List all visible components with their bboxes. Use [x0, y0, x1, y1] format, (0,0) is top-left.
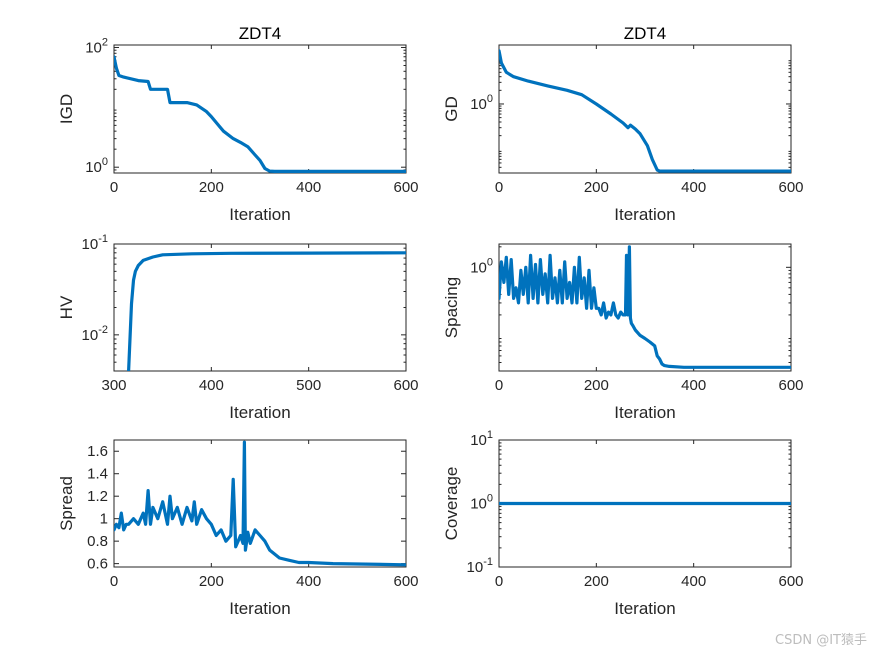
y-tick-label: 10-1 [82, 233, 108, 253]
x-tick-label: 400 [199, 377, 224, 394]
x-tick-label: 600 [393, 179, 418, 196]
y-tick-label: 100 [470, 493, 493, 513]
x-tick-label: 500 [296, 377, 321, 394]
x-axis-label: Iteration [229, 205, 290, 224]
y-axis-label: HV [57, 295, 76, 319]
chart-title: ZDT4 [624, 24, 667, 43]
y-tick-label: 1.6 [87, 443, 108, 460]
y-axis-label: Spread [57, 476, 76, 531]
spread-series-line [114, 440, 406, 567]
x-tick-label: 600 [778, 573, 803, 590]
igd-series-line [114, 55, 406, 173]
x-tick-label: 200 [584, 377, 609, 394]
y-axis-label: Coverage [442, 467, 461, 541]
spread-axes: 0 200 400 600 0.6 0.8 1 1.2 1.4 1.6 Iteration Sprea… [57, 439, 419, 618]
coverage-axes: 0 200 400 600 10-1 100 101 Iteration Coverage [442, 429, 804, 618]
y-axis-label: Spacing [442, 277, 461, 338]
x-tick-label: 300 [101, 377, 126, 394]
x-tick-label: 400 [681, 179, 706, 196]
y-axis-label: IGD [57, 94, 76, 124]
y-tick-label: 102 [85, 36, 108, 56]
y-tick-label: 100 [470, 93, 493, 113]
y-tick-label: 101 [470, 429, 493, 449]
x-tick-label: 600 [393, 377, 418, 394]
spacing-axes: 0 200 400 600 100 Iteration Spacing [442, 243, 804, 422]
gd-axes: 0 200 400 600 100 Iteration GD ZDT4 [442, 24, 804, 224]
y-tick-label: 10-2 [82, 324, 108, 344]
chart-title: ZDT4 [239, 24, 282, 43]
x-tick-label: 200 [584, 573, 609, 590]
y-tick-label: 0.8 [87, 533, 108, 550]
y-tick-label: 100 [85, 156, 108, 176]
y-tick-label: 100 [470, 256, 493, 276]
x-tick-label: 400 [296, 573, 321, 590]
x-tick-label: 400 [681, 377, 706, 394]
x-axis-label: Iteration [229, 599, 290, 618]
x-axis-label: Iteration [229, 403, 290, 422]
x-tick-label: 600 [393, 573, 418, 590]
x-tick-label: 600 [778, 377, 803, 394]
y-tick-label: 1.2 [87, 488, 108, 505]
hv-axes: 300 400 500 600 10-2 10-1 Iteration HV [57, 233, 419, 422]
x-axis-label: Iteration [614, 205, 675, 224]
x-tick-label: 0 [495, 573, 503, 590]
spacing-series-line [499, 245, 791, 369]
watermark: CSDN @IT猿手 [775, 633, 867, 648]
igd-axes: 0 200 400 600 100 102 Iteration IGD ZDT4 [57, 24, 419, 224]
x-axis-label: Iteration [614, 599, 675, 618]
spread-plot-area [113, 439, 407, 568]
x-tick-label: 200 [199, 573, 224, 590]
x-tick-label: 0 [110, 573, 118, 590]
x-tick-label: 0 [495, 179, 503, 196]
y-tick-label: 0.6 [87, 556, 108, 573]
x-tick-label: 0 [110, 179, 118, 196]
x-tick-label: 400 [681, 573, 706, 590]
igd-plot-area [113, 44, 407, 174]
x-tick-label: 400 [296, 179, 321, 196]
gd-series-line [499, 49, 791, 173]
x-tick-label: 200 [199, 179, 224, 196]
y-tick-label: 1.4 [87, 466, 108, 483]
hv-series-line [127, 251, 406, 371]
y-tick-label: 10-1 [467, 556, 493, 576]
x-tick-label: 200 [584, 179, 609, 196]
x-axis-label: Iteration [614, 403, 675, 422]
gd-plot-area [498, 44, 792, 174]
spacing-plot-area [498, 243, 792, 372]
y-tick-label: 1 [100, 511, 108, 528]
x-tick-label: 0 [495, 377, 503, 394]
hv-plot-area [113, 243, 407, 372]
x-tick-label: 600 [778, 179, 803, 196]
y-axis-label: GD [442, 96, 461, 122]
